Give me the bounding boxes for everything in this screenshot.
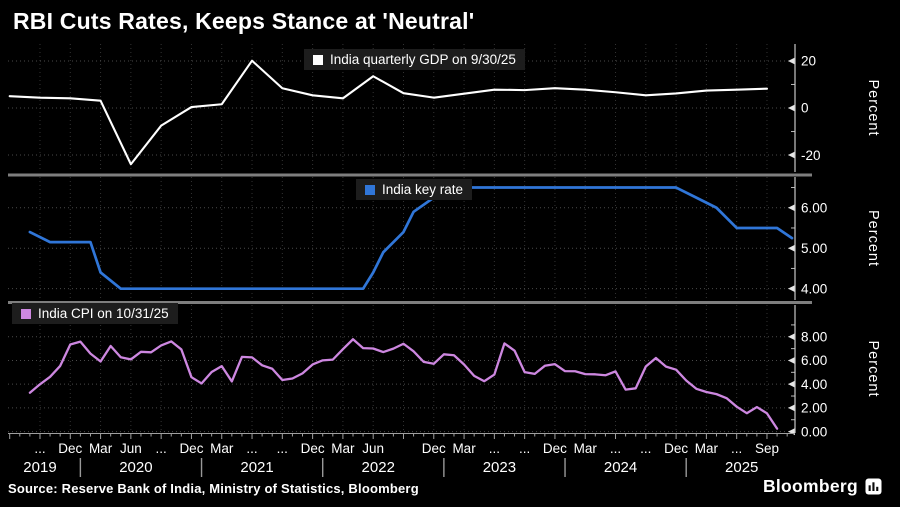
- month-tick-label: ...: [640, 441, 651, 456]
- month-tick-label: Sep: [755, 441, 779, 456]
- month-tick-label: ...: [156, 441, 167, 456]
- bloomberg-wordmark-text: Bloomberg: [762, 476, 858, 496]
- year-label: 2022: [362, 459, 395, 476]
- year-label: 2019: [23, 459, 56, 476]
- legend-key-rate-label: India key rate: [382, 182, 464, 197]
- cpi-series-swatch-icon: [21, 308, 31, 319]
- y-tick-arrow-icon: [788, 244, 795, 252]
- y-tick-label: 6.00: [801, 200, 827, 215]
- month-tick-label: ...: [246, 441, 257, 456]
- month-tick-label: ...: [519, 441, 530, 456]
- panel-top: 20 0 -20 Percent: [8, 44, 881, 172]
- month-tick-label: Mar: [89, 441, 113, 456]
- legend-key-rate: India key rate: [356, 179, 473, 200]
- y-tick-arrow-icon: [788, 404, 795, 412]
- y-tick-arrow-icon: [788, 356, 795, 364]
- key-rate-series-swatch-icon: [365, 184, 375, 195]
- y-tick-label: 20: [801, 54, 816, 69]
- month-tick-label: ...: [34, 441, 45, 456]
- month-tick-label: Jun: [120, 441, 142, 456]
- y-tick-label: -20: [801, 148, 821, 163]
- month-tick-label: Mar: [452, 441, 476, 456]
- year-label: 2024: [604, 459, 637, 476]
- month-tick-label: Dec: [301, 441, 325, 456]
- month-tick-label: ...: [277, 441, 288, 456]
- source-attribution: Source: Reserve Bank of India, Ministry …: [8, 481, 419, 496]
- month-tick-label: Dec: [664, 441, 688, 456]
- bloomberg-logo-icon: [865, 478, 882, 495]
- month-tick-label: Mar: [695, 441, 719, 456]
- month-tick-label: Mar: [574, 441, 598, 456]
- y-tick-arrow-icon: [788, 333, 795, 341]
- y-tick-arrow-icon: [788, 57, 795, 65]
- year-label: 2020: [119, 459, 152, 476]
- year-label: 2021: [240, 459, 273, 476]
- y-axis-title: Percent: [865, 80, 881, 137]
- gdp-series-swatch-icon: [313, 54, 323, 65]
- month-tick-label: Dec: [58, 441, 82, 456]
- y-tick-label: 2.00: [801, 401, 827, 416]
- y-tick-label: 0: [801, 101, 809, 116]
- month-tick-label: Mar: [331, 441, 355, 456]
- y-tick-label: 6.00: [801, 353, 827, 368]
- month-tick-label: ...: [610, 441, 621, 456]
- bottom-series-line: [28, 338, 779, 430]
- y-tick-arrow-icon: [788, 428, 795, 436]
- month-tick-label: Dec: [543, 441, 567, 456]
- y-tick-label: 4.00: [801, 377, 827, 392]
- bloomberg-wordmark: Bloomberg: [763, 476, 882, 497]
- middle-series-line: [28, 186, 794, 291]
- legend-gdp-label: India quarterly GDP on 9/30/25: [330, 52, 516, 67]
- y-axis-title: Percent: [865, 210, 881, 267]
- page-title: RBI Cuts Rates, Keeps Stance at 'Neutral…: [13, 8, 475, 34]
- legend-cpi-label: India CPI on 10/31/25: [38, 306, 169, 321]
- y-tick-arrow-icon: [788, 204, 795, 212]
- month-tick-label: ...: [489, 441, 500, 456]
- month-tick-label: Dec: [179, 441, 203, 456]
- month-tick-label: Mar: [210, 441, 234, 456]
- year-label: 2023: [483, 459, 516, 476]
- y-tick-label: 5.00: [801, 241, 827, 256]
- legend-cpi: India CPI on 10/31/25: [12, 303, 178, 324]
- month-tick-label: Dec: [422, 441, 446, 456]
- y-tick-label: 0.00: [801, 424, 827, 439]
- y-tick-arrow-icon: [788, 285, 795, 293]
- y-tick-label: 4.00: [801, 281, 827, 296]
- panel-bottom: 8.00 6.00 4.00 2.00 0.00 Percent: [8, 305, 881, 439]
- y-tick-label: 8.00: [801, 329, 827, 344]
- y-tick-arrow-icon: [788, 151, 795, 159]
- y-tick-arrow-icon: [788, 380, 795, 388]
- top-series-line: [8, 59, 769, 166]
- legend-gdp: India quarterly GDP on 9/30/25: [304, 49, 525, 70]
- month-tick-label: ...: [731, 441, 742, 456]
- month-tick-label: Jun: [362, 441, 384, 456]
- year-label: 2025: [725, 459, 758, 476]
- y-tick-arrow-icon: [788, 104, 795, 112]
- y-axis-title: Percent: [865, 341, 881, 398]
